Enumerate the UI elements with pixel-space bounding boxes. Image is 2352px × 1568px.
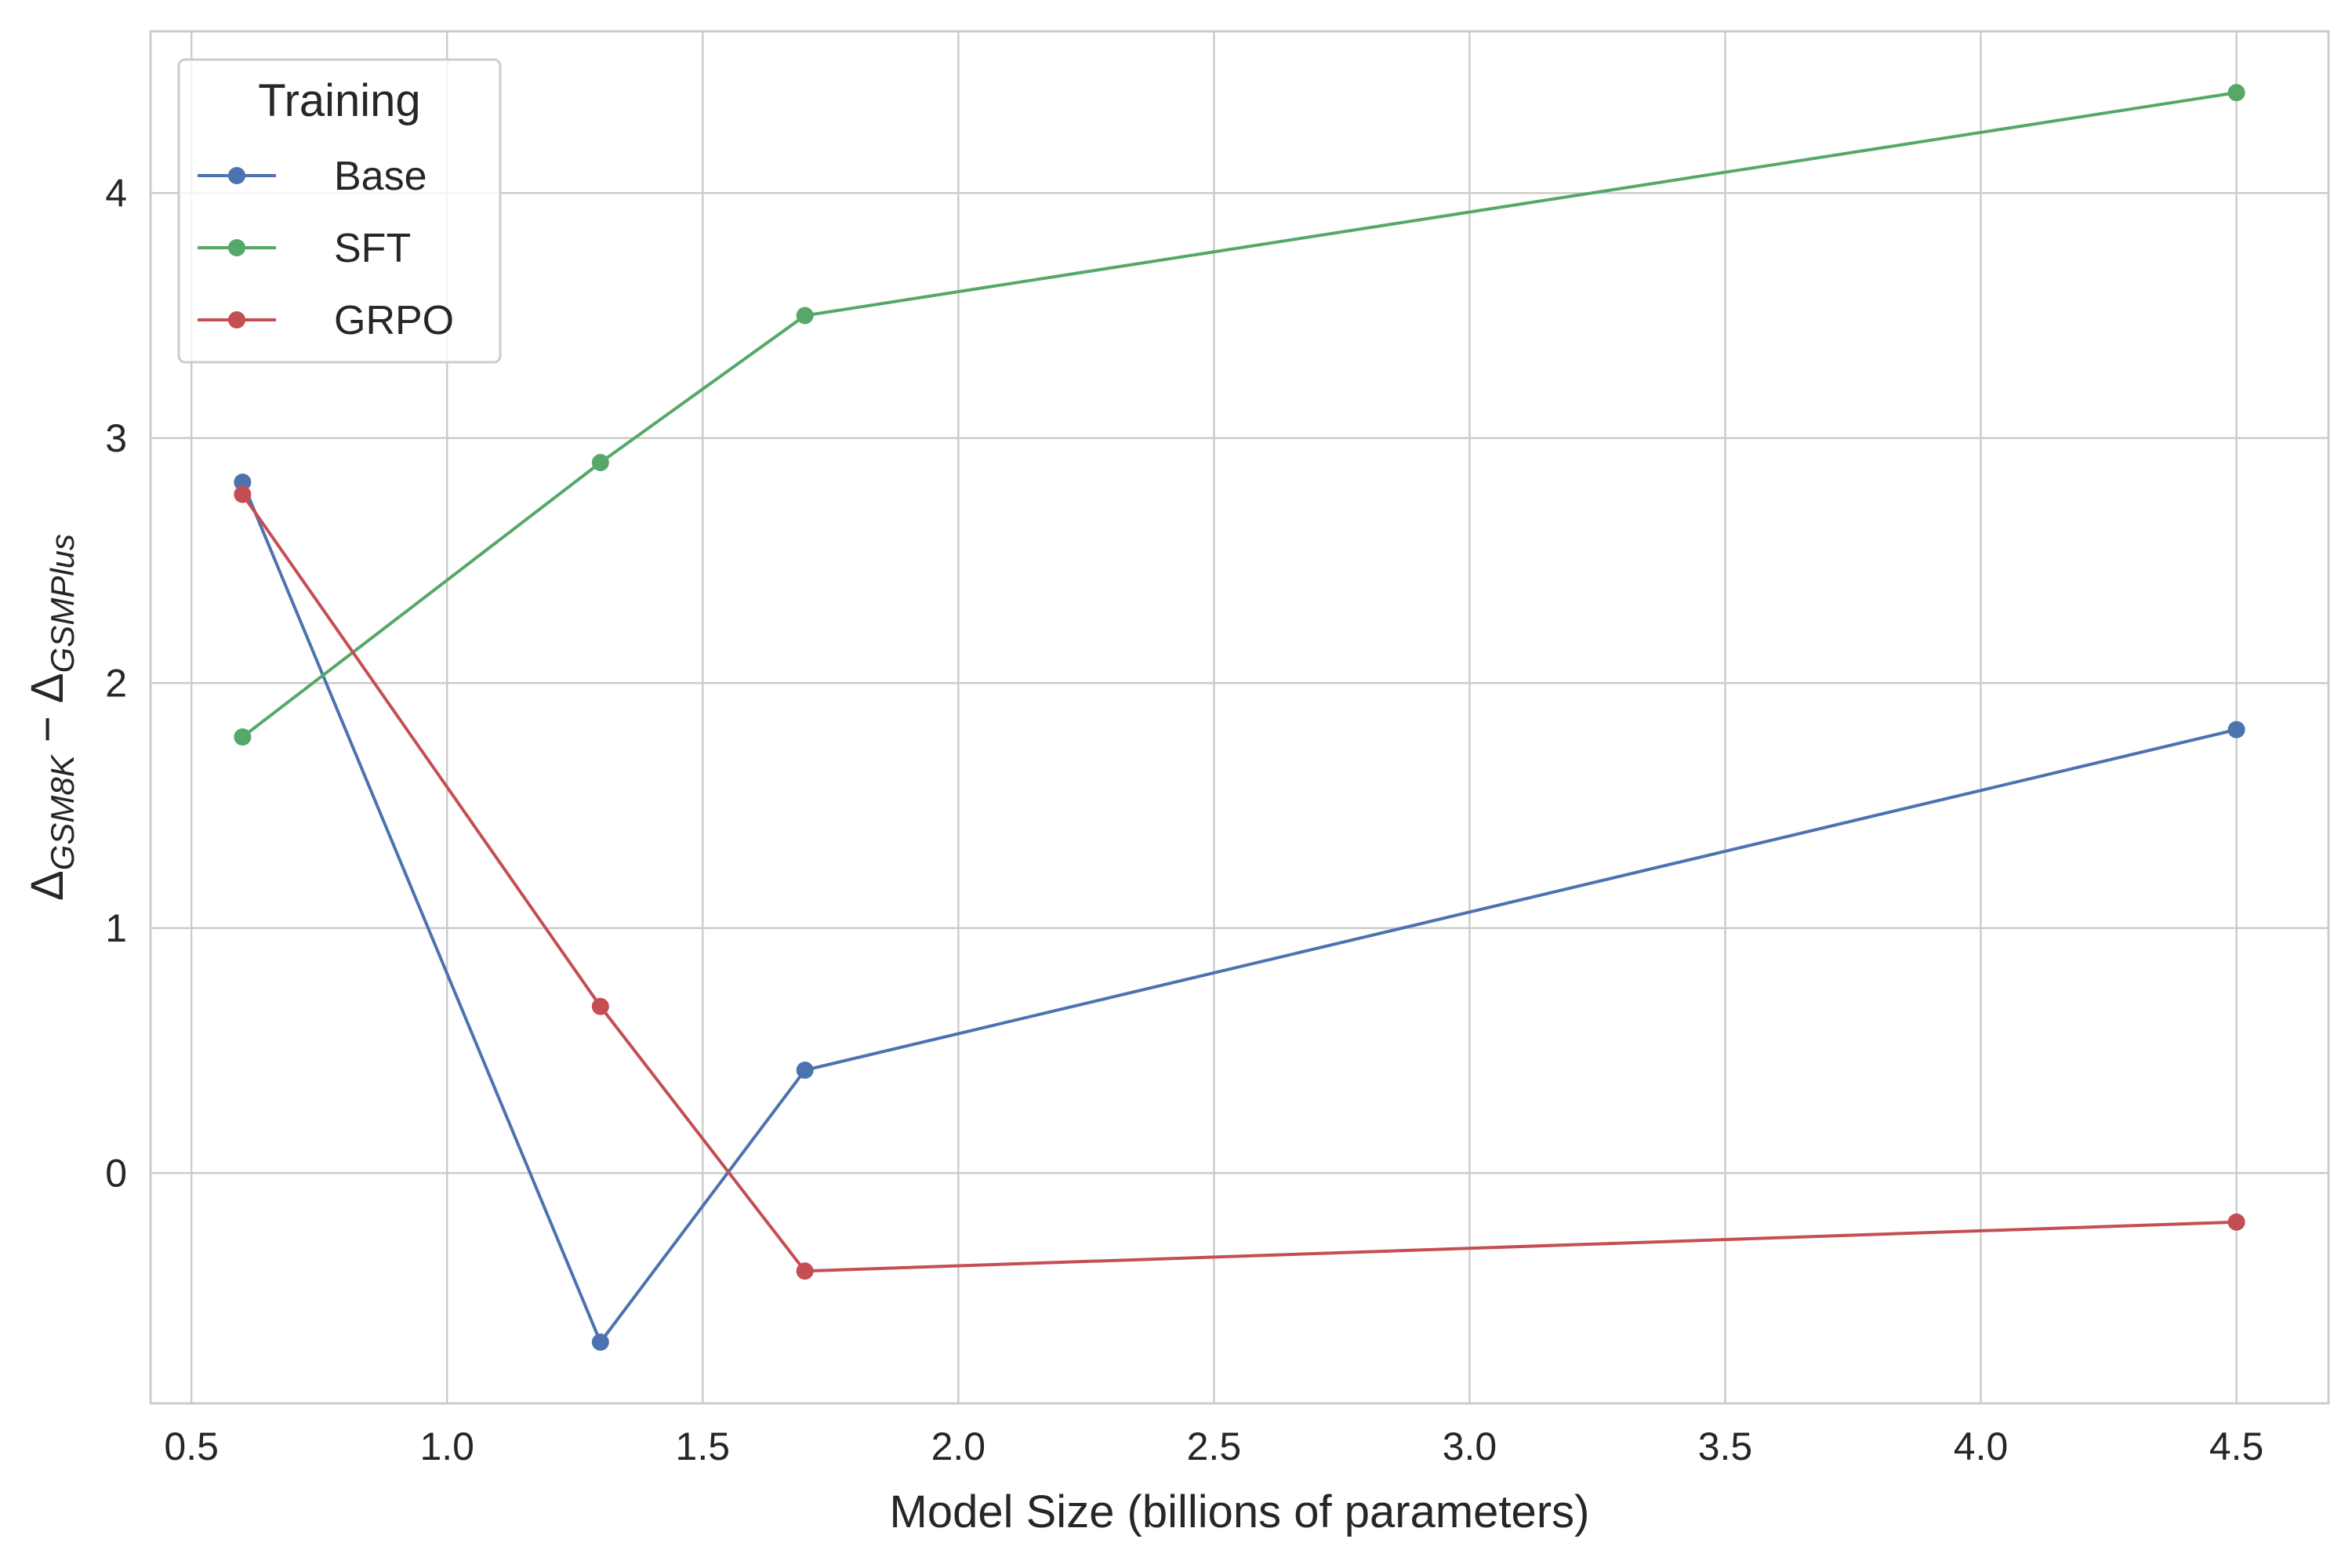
legend-entry-sft: SFT xyxy=(198,226,411,271)
y-tick-labels: 0 1 2 3 4 xyxy=(105,171,127,1195)
data-point-grpo xyxy=(796,1262,814,1280)
svg-text:ΔGSM8K − ΔGSMPlus: ΔGSM8K − ΔGSMPlus xyxy=(22,534,81,901)
legend-label: GRPO xyxy=(334,298,454,343)
series-line-grpo xyxy=(241,493,2237,1273)
y-label-subscript-right: GSMPlus xyxy=(44,534,81,673)
series-base xyxy=(234,474,2245,1351)
legend-entry-grpo: GRPO xyxy=(198,298,454,343)
x-axis-label: Model Size (billions of parameters) xyxy=(890,1486,1590,1537)
data-point-base xyxy=(234,474,252,491)
legend-entry-base: Base xyxy=(198,154,427,199)
legend-label: SFT xyxy=(334,226,411,271)
y-label-delta-right: Δ xyxy=(22,673,73,703)
y-axis-label: ΔGSM8K − ΔGSMPlus xyxy=(22,534,81,901)
series-grpo xyxy=(234,485,2245,1280)
x-tick-label: 2.5 xyxy=(1187,1425,1242,1468)
data-point-base xyxy=(2227,720,2245,739)
y-tick-label: 3 xyxy=(105,416,127,460)
y-label-subscript-left: GSM8K xyxy=(44,753,81,870)
series-layer xyxy=(234,84,2245,1351)
data-point-sft xyxy=(2227,84,2245,102)
y-tick-label: 2 xyxy=(105,661,127,705)
data-point-sft xyxy=(796,307,814,325)
x-tick-labels: 0.5 1.0 1.5 2.0 2.5 3.0 3.5 4.0 4.5 xyxy=(164,1425,2263,1468)
legend-box xyxy=(177,58,502,364)
series-line-sft xyxy=(241,91,2237,739)
data-point-sft xyxy=(234,728,252,746)
legend-marker xyxy=(228,167,245,184)
legend-marker xyxy=(228,239,245,256)
y-tick-label: 0 xyxy=(105,1151,127,1195)
data-point-grpo xyxy=(2227,1213,2245,1231)
x-tick-label: 3.0 xyxy=(1443,1425,1497,1468)
x-tick-label: 0.5 xyxy=(164,1425,219,1468)
data-point-grpo xyxy=(591,997,609,1015)
y-label-delta-left: Δ xyxy=(22,870,73,901)
data-point-base xyxy=(591,1333,609,1351)
x-tick-label: 1.5 xyxy=(676,1425,731,1468)
x-tick-label: 2.0 xyxy=(931,1425,986,1468)
x-tick-label: 4.5 xyxy=(2209,1425,2264,1468)
plot-frame xyxy=(149,30,2330,1405)
data-point-sft xyxy=(591,454,609,471)
series-line-base xyxy=(241,481,2238,1344)
series-sft xyxy=(234,84,2245,746)
y-tick-label: 4 xyxy=(105,171,127,215)
legend-label: Base xyxy=(334,154,427,199)
data-point-base xyxy=(796,1062,814,1079)
legend-entries: Base SFT GRPO xyxy=(198,154,454,343)
legend: Training Base SFT GRPO xyxy=(177,58,502,364)
x-tick-label: 1.0 xyxy=(419,1425,474,1468)
grid xyxy=(151,31,2328,1403)
y-label-operator: − xyxy=(22,703,73,755)
x-tick-label: 4.0 xyxy=(1954,1425,2009,1468)
legend-marker xyxy=(228,311,245,328)
y-tick-label: 1 xyxy=(105,906,127,950)
plot-area xyxy=(151,31,2328,1403)
data-point-grpo xyxy=(234,485,252,503)
x-tick-label: 3.5 xyxy=(1698,1425,1753,1468)
legend-title: Training xyxy=(258,75,420,126)
